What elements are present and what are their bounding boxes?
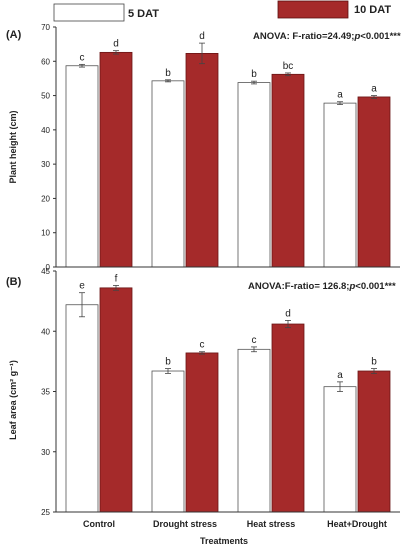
panel-a-annotation-prefix: ANOVA: F-ratio=24.49;	[253, 31, 354, 42]
legend-label-10dat: 10 DAT	[354, 4, 391, 16]
x-category-label: Heat+Drought	[327, 519, 387, 529]
y-tick-label: 40	[41, 327, 50, 336]
y-tick-label: 70	[41, 23, 50, 32]
panel-b-ylabel: Leaf area (cm² g⁻¹)	[8, 360, 18, 440]
y-tick-label: 0	[46, 263, 51, 272]
y-tick-label: 10	[41, 229, 50, 238]
significance-letter: bc	[283, 61, 294, 72]
bar-5dat	[323, 102, 357, 268]
significance-letter: a	[337, 370, 343, 381]
panel-a-bars: c d b d b bc a a	[65, 31, 391, 268]
significance-letter: d	[199, 31, 205, 42]
bar-5dat	[237, 82, 271, 268]
panel-b-annotation-suffix: <0.001***	[355, 281, 396, 292]
significance-letter: b	[371, 357, 377, 368]
x-category-label: Control	[83, 519, 115, 529]
significance-letter: b	[165, 68, 171, 79]
bar-5dat	[323, 386, 357, 513]
significance-letter: f	[115, 273, 118, 284]
y-tick-label: 40	[41, 126, 50, 135]
x-category-label: Heat stress	[247, 519, 296, 529]
panel-a-annotation-p: p	[353, 31, 360, 42]
bar-5dat	[151, 370, 185, 513]
legend: 5 DAT 10 DAT	[53, 0, 391, 22]
panel-b-label: (B)	[6, 276, 22, 288]
bar-10dat	[99, 51, 133, 268]
y-tick-label: 60	[41, 57, 50, 66]
panel-b-y-ticks: 25 30 35 40 45	[41, 267, 56, 517]
panel-b-annotation: ANOVA:F-ratio= 126.8;p<0.001***	[248, 281, 396, 292]
y-tick-label: 30	[41, 160, 50, 169]
panel-a-ylabel: Plant height (cm)	[8, 110, 18, 183]
panel-b-bars: e f b c c d a b	[65, 273, 391, 513]
significance-letter: e	[79, 281, 85, 292]
panel-a-annotation-suffix: <0.001***	[360, 31, 401, 42]
panel-a-annotation: ANOVA: F-ratio=24.49;p<0.001***	[253, 31, 401, 42]
panel-b-annotation-prefix: ANOVA:F-ratio= 126.8;	[248, 281, 349, 292]
significance-letter: c	[80, 52, 85, 63]
significance-letter: d	[285, 308, 291, 319]
y-tick-label: 20	[41, 194, 50, 203]
significance-letter: c	[200, 340, 205, 351]
x-axis-label: Treatments	[200, 536, 248, 546]
bar-5dat	[65, 65, 99, 268]
bar-10dat	[357, 370, 391, 513]
bar-10dat	[271, 73, 305, 268]
significance-letter: d	[113, 39, 119, 50]
panel-a: (A) ANOVA: F-ratio=24.49;p<0.001*** Plan…	[6, 23, 401, 272]
x-category-label: Drought stress	[153, 519, 217, 529]
y-tick-label: 30	[41, 448, 50, 457]
bar-10dat	[357, 96, 391, 268]
y-tick-label: 50	[41, 92, 50, 101]
legend-swatch-10dat	[277, 0, 349, 19]
bar-5dat	[65, 304, 99, 513]
y-tick-label: 35	[41, 388, 50, 397]
legend-swatch-5dat	[53, 3, 125, 22]
bar-10dat	[99, 287, 133, 513]
significance-letter: b	[251, 69, 257, 80]
significance-letter: b	[165, 357, 171, 368]
panel-a-label: (A)	[6, 29, 22, 41]
significance-letter: c	[252, 335, 257, 346]
panel-b-annotation-p: p	[348, 281, 355, 292]
bar-10dat	[185, 352, 219, 513]
legend-label-5dat: 5 DAT	[128, 8, 159, 20]
bar-10dat	[271, 323, 305, 513]
y-tick-label: 45	[41, 267, 50, 276]
panel-b: (B) ANOVA:F-ratio= 126.8;p<0.001*** Leaf…	[6, 267, 400, 517]
bar-5dat	[151, 80, 185, 268]
x-category-labels: Control Drought stress Heat stress Heat+Dro…	[83, 519, 387, 529]
panel-a-y-ticks: 0 10 20 30 40 50 60 70	[41, 23, 56, 272]
significance-letter: a	[337, 90, 343, 101]
significance-letter: a	[371, 84, 377, 95]
bar-10dat	[185, 53, 219, 268]
y-tick-label: 25	[41, 508, 50, 517]
bar-5dat	[237, 348, 271, 513]
